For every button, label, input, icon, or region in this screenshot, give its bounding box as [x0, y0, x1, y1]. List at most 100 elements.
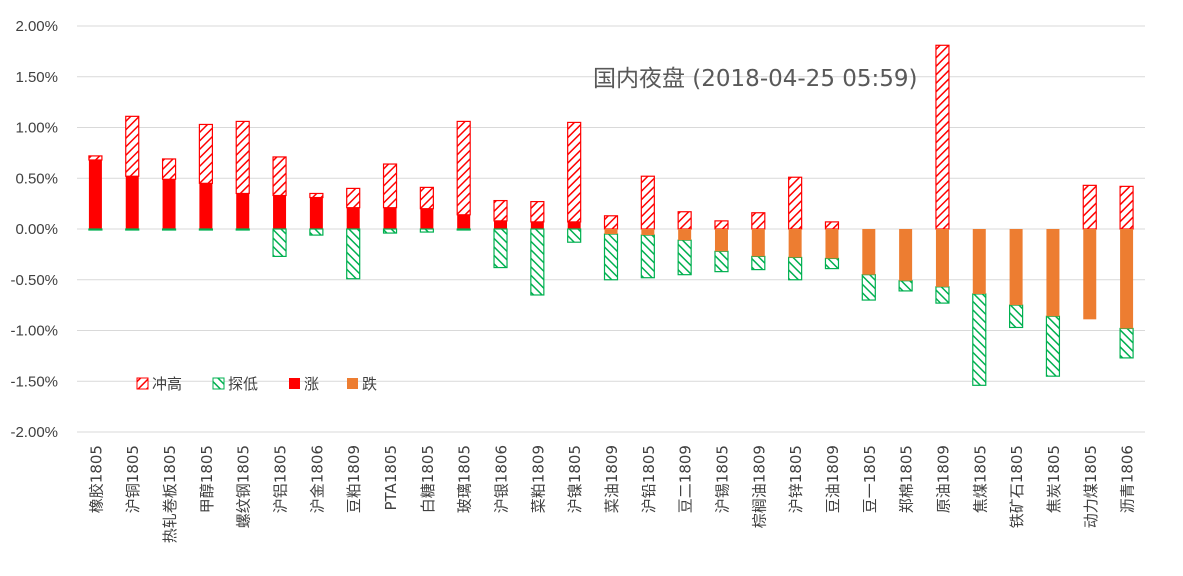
legend-label: 跌: [362, 375, 377, 393]
x-tick-label: 豆粕1809: [345, 445, 363, 513]
bar-low-21: [861, 274, 876, 301]
legend-label: 冲高: [152, 375, 182, 393]
bar-up-7: [346, 207, 360, 229]
y-tick-label: 1.50%: [15, 69, 58, 86]
bar-high-9: [419, 186, 434, 210]
bar-down-17: [714, 229, 728, 252]
x-tick-label: 热轧卷板1805: [161, 445, 179, 543]
x-axis-ticks: 橡胶1805 沪铜1805 热轧卷板1805 甲醇1805 螺纹钢1805 沪铝1805 沪…: [87, 445, 1136, 543]
bar-high-7: [346, 187, 361, 209]
bar-down-25: [1009, 229, 1023, 306]
bar-low-15: [640, 234, 655, 279]
bar-low-2: [161, 228, 177, 231]
bar-low-14: [603, 233, 619, 281]
bar-high-13: [567, 121, 582, 223]
y-tick-label: 2.00%: [15, 18, 58, 35]
x-tick-label: 沥青1806: [1119, 445, 1137, 513]
x-tick-label: 动力煤1805: [1082, 445, 1100, 528]
bar-high-28: [1119, 185, 1134, 230]
y-tick-label: 0.50%: [15, 170, 58, 187]
x-tick-label: 菜粕1809: [529, 445, 547, 513]
bar-low-10: [456, 228, 471, 231]
bar-down-22: [899, 229, 913, 281]
bar-up-11: [494, 220, 508, 229]
legend: 冲高 探低 涨 跌: [136, 375, 377, 393]
bar-high-15: [640, 175, 655, 230]
bar-low-12: [530, 228, 545, 296]
bar-low-20: [824, 257, 840, 270]
x-tick-label: 郑棉1805: [898, 445, 916, 513]
bar-down-24: [972, 229, 986, 294]
bar-up-9: [420, 208, 434, 229]
bar-low-24: [972, 293, 987, 386]
bar-low-4: [235, 228, 250, 231]
bar-high-27: [1082, 184, 1097, 230]
x-tick-label: 豆一1805: [861, 445, 879, 513]
bar-high-1: [125, 115, 140, 177]
legend-label: 涨: [304, 375, 319, 393]
bar-low-16: [677, 239, 692, 276]
bar-high-14: [603, 215, 619, 230]
x-tick-label: 玻璃1805: [456, 445, 474, 513]
bar-low-6: [309, 228, 324, 236]
x-tick-label: 原油1809: [934, 445, 952, 513]
y-tick-label: -1.50%: [10, 373, 58, 390]
bar-up-10: [457, 214, 471, 229]
bar-up-12: [530, 221, 544, 229]
x-tick-label: 豆油1809: [824, 445, 842, 513]
bar-high-5: [272, 156, 287, 197]
bar-down-19: [788, 229, 802, 258]
bar-high-0: [88, 155, 103, 161]
x-tick-label: 白糖1805: [419, 445, 437, 513]
bar-down-20: [825, 229, 839, 259]
bar-high-12: [530, 200, 545, 223]
x-tick-label: 甲醇1805: [198, 445, 216, 513]
legend-swatch: [136, 377, 149, 390]
bar-high-6: [309, 192, 324, 199]
bar-up-13: [567, 221, 581, 229]
y-tick-label: 1.00%: [15, 120, 58, 137]
legend-label: 探低: [228, 375, 258, 393]
bar-low-0: [88, 228, 103, 231]
bar-high-18: [751, 212, 766, 230]
x-tick-label: 橡胶1805: [87, 445, 105, 513]
x-tick-label: 菜油1809: [603, 445, 621, 513]
x-tick-label: 沪铜1805: [124, 445, 142, 513]
bar-high-8: [382, 163, 398, 209]
bar-up-8: [383, 207, 397, 229]
bar-low-11: [493, 228, 508, 269]
bar-up-6: [309, 197, 323, 229]
bar-high-3: [198, 123, 213, 184]
bar-down-26: [1046, 229, 1060, 317]
bar-down-27: [1083, 229, 1097, 320]
bar-low-8: [382, 228, 398, 234]
x-tick-label: 沪锡1805: [713, 445, 731, 513]
y-tick-label: -0.50%: [10, 272, 58, 289]
x-tick-label: 焦炭1805: [1045, 445, 1063, 513]
bar-up-2: [162, 179, 176, 229]
bar-low-19: [788, 256, 803, 281]
bar-up-1: [125, 176, 139, 229]
bar-low-22: [898, 280, 913, 292]
bar-down-23: [935, 229, 949, 287]
x-tick-label: 棕榈油1809: [750, 445, 768, 528]
bar-high-20: [824, 221, 840, 230]
legend-swatch: [289, 378, 300, 389]
chart-title: 国内夜盘 (2018-04-25 05:59): [593, 66, 918, 92]
bar-low-25: [1009, 304, 1024, 329]
bar-up-3: [199, 183, 213, 229]
bar-high-16: [677, 211, 692, 230]
bar-high-11: [493, 199, 508, 222]
bar-low-1: [125, 228, 140, 231]
y-tick-label: -2.00%: [10, 424, 58, 441]
x-tick-label: 焦煤1805: [971, 445, 989, 513]
bar-down-21: [862, 229, 876, 275]
bar-down-14: [604, 229, 618, 235]
bar-high-17: [714, 220, 729, 230]
bar-low-18: [751, 255, 766, 271]
y-axis-ticks: 2.00% 1.50% 1.00% 0.50% 0.00% -0.50% -1.00% -1.…: [10, 18, 58, 441]
bar-low-5: [272, 228, 287, 258]
bar-low-7: [346, 228, 361, 280]
